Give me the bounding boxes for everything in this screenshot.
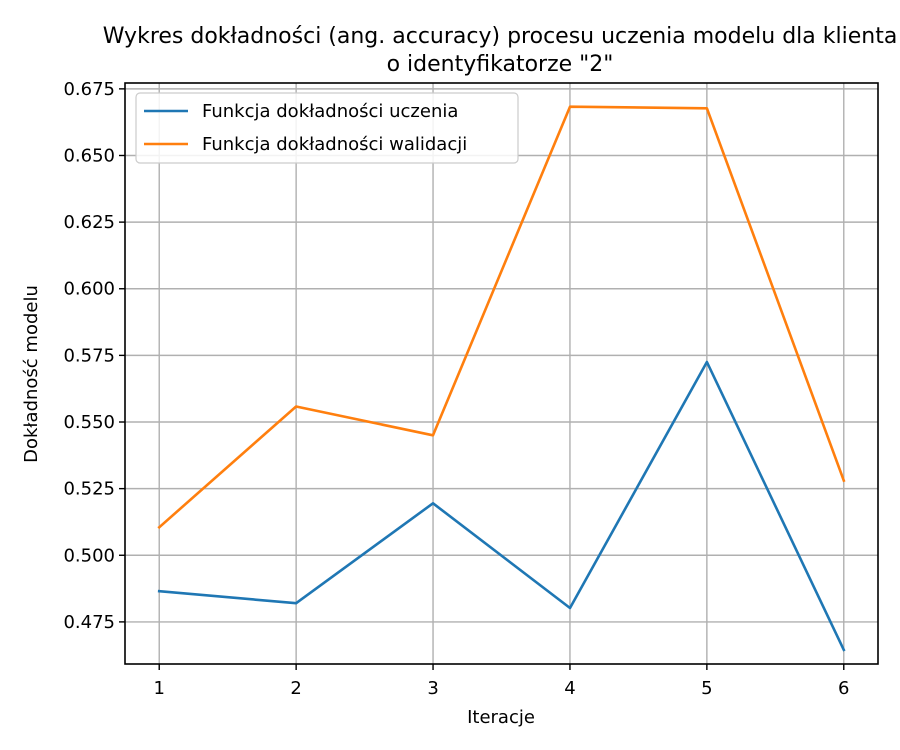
legend-box — [135, 92, 519, 164]
axis-ticks: 1 2 3 4 5 6 0.475 0.500 0.525 0.550 0.575 0.600 0.62… — [63, 79, 849, 699]
y-tick-label: 0.525 — [63, 479, 115, 500]
y-tick-label: 0.475 — [63, 612, 115, 633]
series-line-validation — [157, 105, 846, 530]
y-axis-title: Dokładność modelu — [21, 285, 42, 463]
x-axis-title: Iteracje — [467, 707, 535, 728]
y-tick-label: 0.625 — [63, 212, 115, 233]
y-tick-label: 0.650 — [63, 145, 115, 166]
x-tick-label: 2 — [290, 678, 301, 699]
x-tick-label: 6 — [838, 678, 849, 699]
y-tick-label: 0.575 — [63, 345, 115, 366]
x-tick-label: 3 — [427, 678, 438, 699]
x-tick-label: 4 — [564, 678, 575, 699]
y-tick-label: 0.600 — [63, 279, 115, 300]
y-tick-label: 0.550 — [63, 412, 115, 433]
chart-subtitle: o identyfikatorze "2" — [387, 52, 614, 77]
x-tick-label: 1 — [154, 678, 165, 699]
chart-title: Wykres dokładności (ang. accuracy) proce… — [103, 24, 898, 49]
x-tick-label: 5 — [701, 678, 712, 699]
legend: Funkcja dokładności uczenia Funkcja dokł… — [135, 92, 519, 164]
legend-label-train: Funkcja dokładności uczenia — [202, 101, 458, 122]
legend-label-validation: Funkcja dokładności walidacji — [202, 134, 467, 155]
series-lines — [157, 105, 846, 652]
grid — [125, 83, 878, 664]
series-line-train — [157, 360, 846, 652]
plot-frame — [124, 82, 879, 665]
y-tick-label: 0.500 — [63, 545, 115, 566]
y-tick-label: 0.675 — [63, 79, 115, 100]
